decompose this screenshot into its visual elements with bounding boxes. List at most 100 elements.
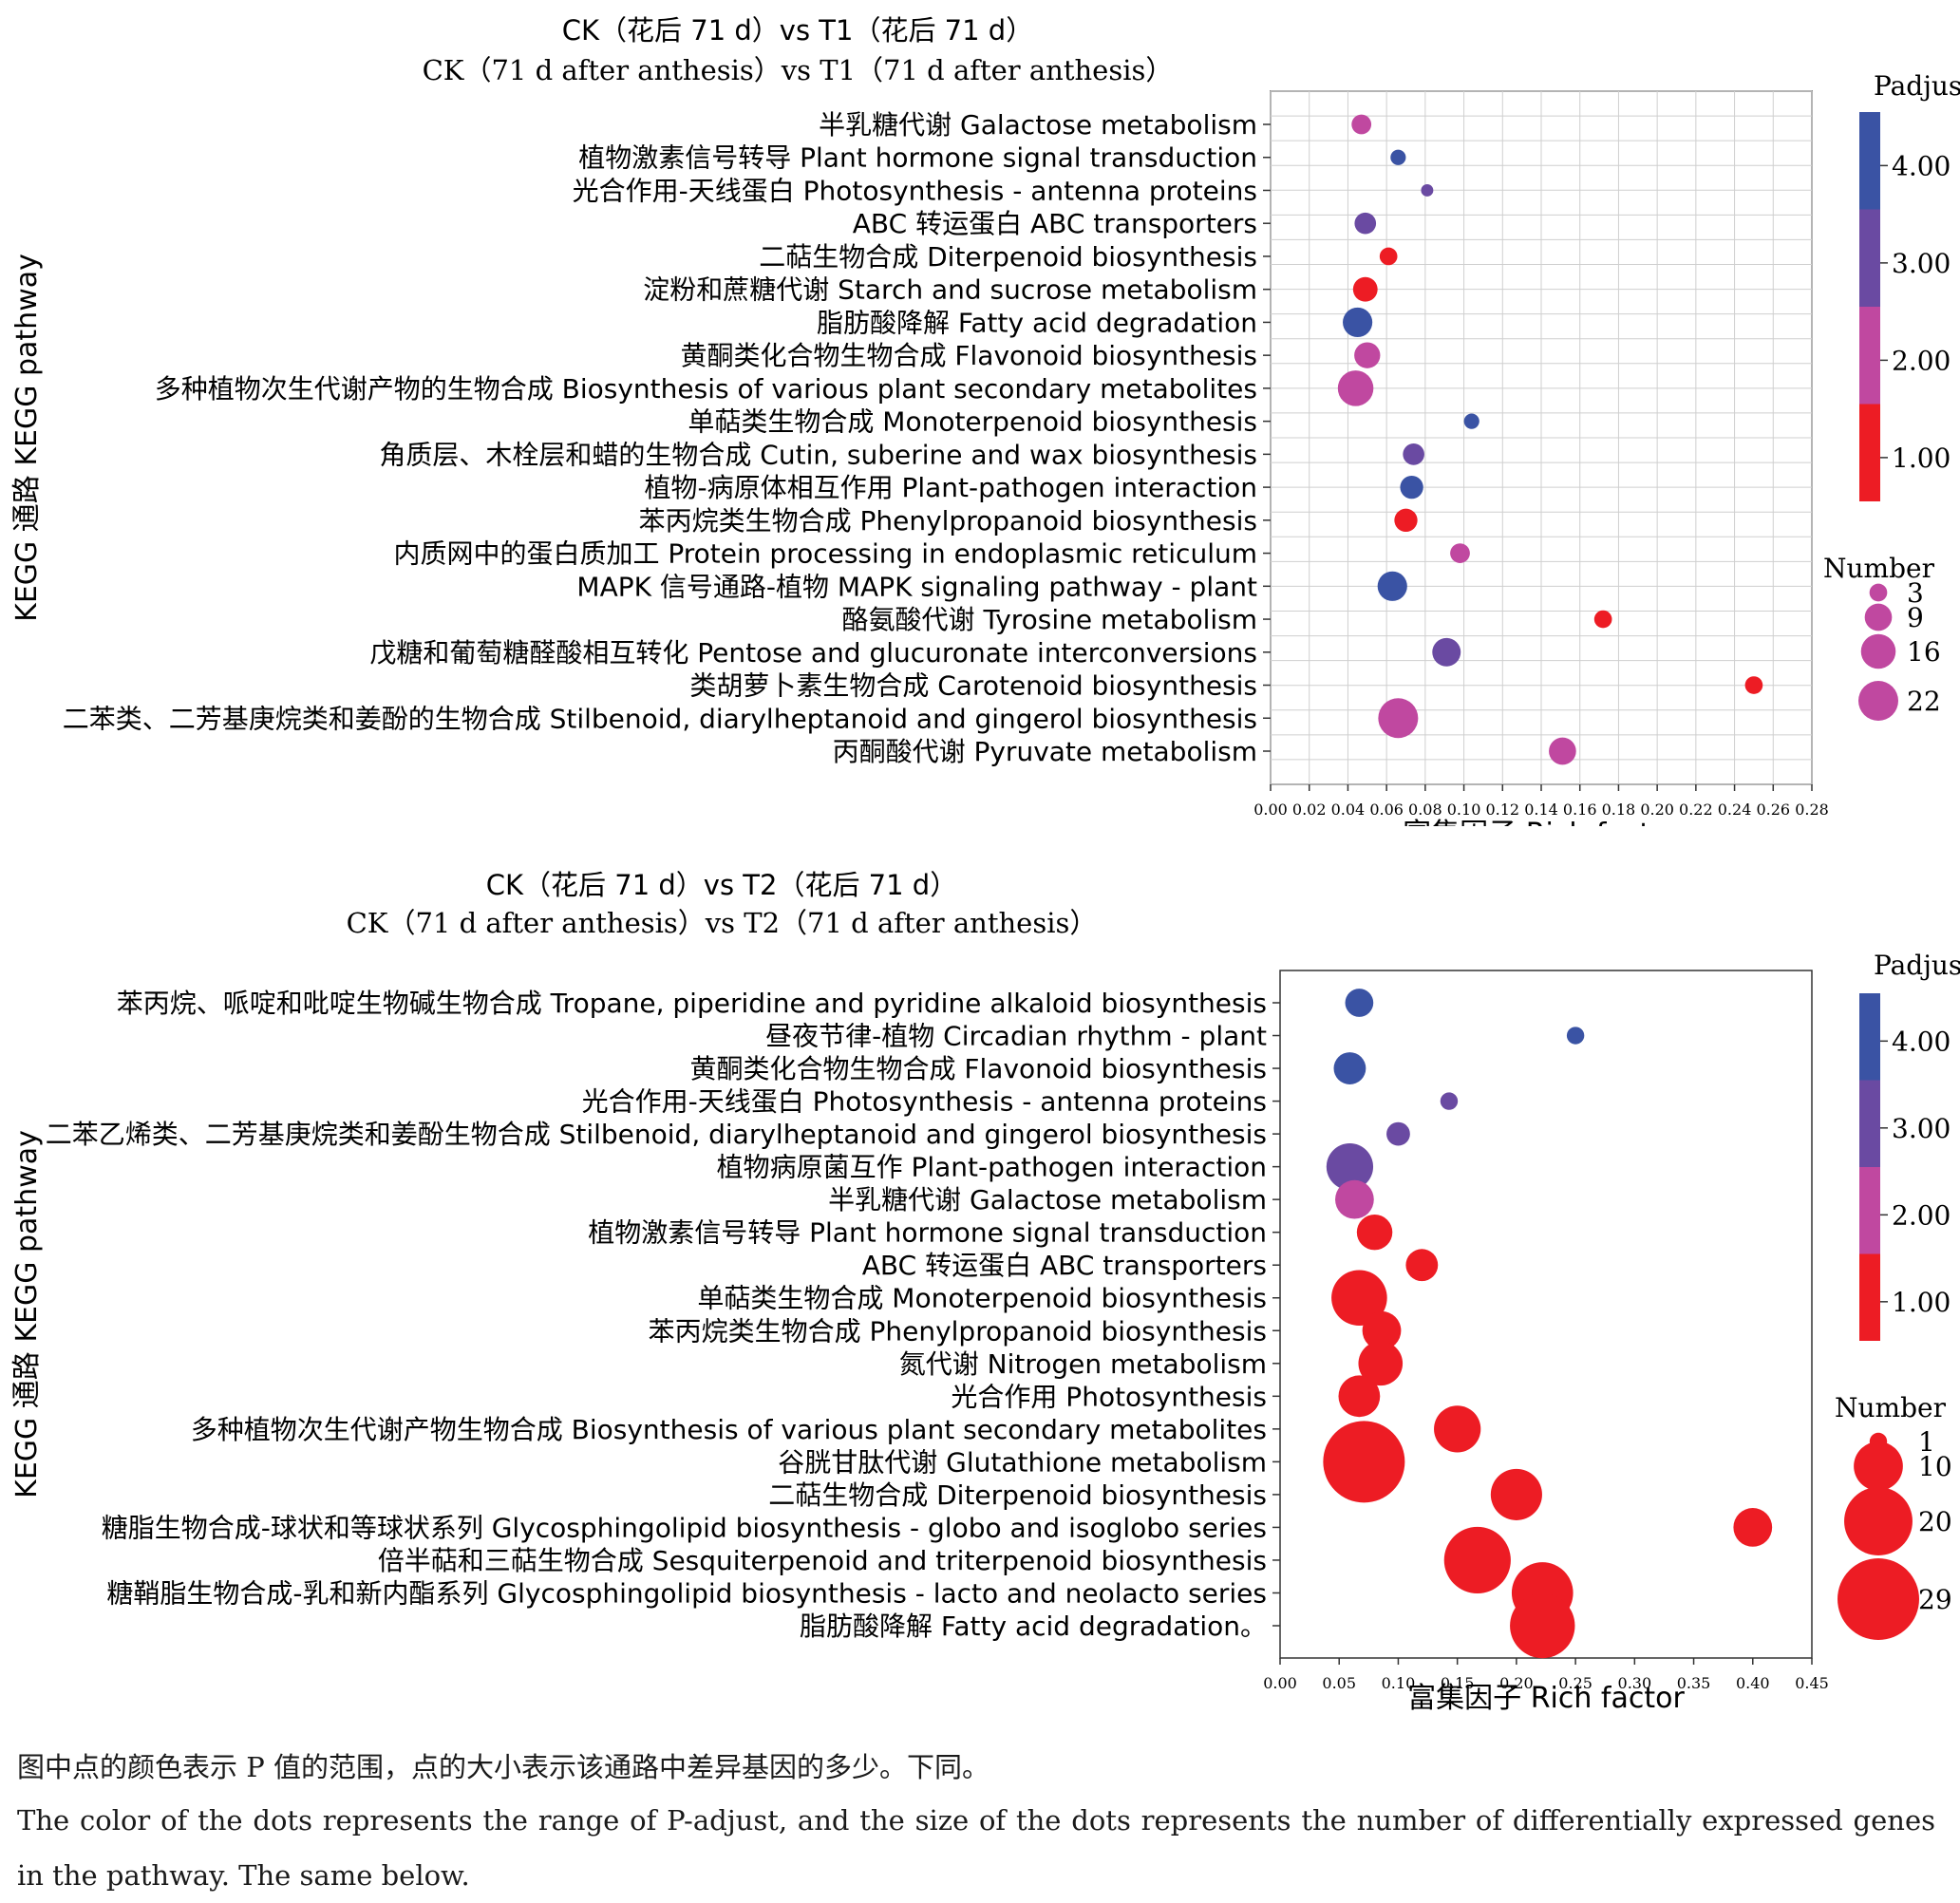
- pathway-label: 氮代谢 Nitrogen metabolism: [899, 1348, 1267, 1380]
- pathway-label: 谷胱甘肽代谢 Glutathione metabolism: [778, 1446, 1267, 1478]
- size-legend-bubble: [1864, 603, 1893, 631]
- x-tick-label: 0.02: [1292, 801, 1327, 819]
- x-tick-label: 0.00: [1253, 801, 1288, 819]
- pathway-label: 二苯乙烯类、二芳基庚烷类和姜酚生物合成 Stilbenoid, diarylhe…: [46, 1119, 1267, 1150]
- size-legend-label: 9: [1907, 602, 1924, 633]
- bubble-point: [1335, 1179, 1374, 1219]
- pathway-label: 半乳糖代谢 Galactose metabolism: [819, 109, 1257, 141]
- chart-subtitle: CK（71 d after anthesis）vs T1（71 d after …: [423, 54, 1174, 86]
- kegg-bubble-chart-t1: CK（花后 71 d）vs T1（花后 71 d） CK（71 d after a…: [0, 0, 1960, 826]
- pathway-label: 二萜生物合成 Diterpenoid biosynthesis: [759, 241, 1257, 273]
- bubble-point: [1351, 114, 1372, 135]
- pathway-label: 戊糖和葡萄糖醛酸相互转化 Pentose and glucuronate int…: [369, 637, 1257, 669]
- pathway-label: 角质层、木栓层和蜡的生物合成 Cutin, suberine and wax b…: [379, 439, 1257, 470]
- bubble-point: [1333, 1052, 1366, 1084]
- x-tick-label: 0.18: [1602, 801, 1636, 819]
- pathway-label: 昼夜节律-植物 Circadian rhythm - plant: [765, 1021, 1267, 1052]
- pathway-label: 植物-病原体相互作用 Plant-pathogen interaction: [644, 472, 1257, 503]
- pathway-label: 黄酮类化合物生物合成 Flavonoid biosynthesis: [690, 1053, 1267, 1084]
- x-tick-label: 0.05: [1322, 1674, 1356, 1692]
- pathway-label: 倍半萜和三萜生物合成 Sesquiterpenoid and triterpen…: [378, 1545, 1267, 1576]
- pathway-label: 植物激素信号转导 Plant hormone signal transducti…: [578, 142, 1257, 174]
- chart-t2-svg: CK（花后 71 d）vs T2（花后 71 d） CK（71 d after a…: [10, 869, 1960, 1715]
- size-legend-label: 20: [1918, 1506, 1952, 1537]
- x-tick-label: 0.28: [1795, 801, 1829, 819]
- size-legend-bubble: [1860, 633, 1896, 669]
- bubble-point: [1343, 307, 1373, 338]
- pathway-label: 酪氨酸代谢 Tyrosine metabolism: [842, 604, 1257, 635]
- bubble-point: [1400, 475, 1423, 499]
- x-tick-label: 0.04: [1331, 801, 1366, 819]
- bubble-point: [1432, 637, 1461, 667]
- color-legend-label: 3.00: [1892, 1113, 1951, 1144]
- pathway-label: 脂肪酸降解 Fatty acid degradation: [817, 307, 1257, 338]
- bubble-point: [1450, 543, 1470, 563]
- pathway-label: 类胡萝卜素生物合成 Carotenoid biosynthesis: [689, 670, 1257, 702]
- bubble-point: [1390, 149, 1406, 165]
- bubble-point: [1744, 676, 1763, 694]
- bubble-point: [1352, 276, 1378, 302]
- bubble-point: [1338, 1375, 1381, 1418]
- pathway-label: 丙酮酸代谢 Pyruvate metabolism: [833, 736, 1257, 767]
- pathway-label: 苯丙烷、哌啶和吡啶生物碱生物合成 Tropane, piperidine and…: [117, 988, 1267, 1019]
- pathway-label: 糖鞘脂生物合成-乳和新内酯系列 Glycosphingolipid biosyn…: [106, 1577, 1267, 1609]
- x-tick-label: 0.00: [1263, 1674, 1297, 1692]
- bubble-point: [1362, 1310, 1402, 1350]
- pathway-label: 光合作用-天线蛋白 Photosynthesis - antenna prote…: [582, 1086, 1267, 1118]
- bubble-point: [1331, 1270, 1387, 1327]
- x-axis-label: 富集因子 Rich factor: [1407, 1682, 1685, 1715]
- bubble-point: [1405, 1249, 1439, 1282]
- bubble-point: [1510, 1592, 1575, 1659]
- x-tick-label: 0.24: [1718, 801, 1752, 819]
- x-tick-label: 0.25: [1558, 1674, 1592, 1692]
- pathway-label: 脂肪酸降解 Fatty acid degradation。: [800, 1611, 1267, 1642]
- pathway-label: 内质网中的蛋白质加工 Protein processing in endopla…: [393, 538, 1257, 570]
- bubble-point: [1377, 571, 1407, 601]
- bubble-point: [1440, 1092, 1459, 1110]
- bubble-point: [1443, 1526, 1511, 1594]
- x-axis-label: 富集因子 Rich factor: [1403, 818, 1680, 826]
- bubble-point: [1345, 989, 1374, 1017]
- x-tick-label: 0.06: [1369, 801, 1404, 819]
- bubble-point: [1394, 508, 1418, 533]
- x-tick-label: 0.16: [1563, 801, 1597, 819]
- pathway-label: 黄酮类化合物生物合成 Flavonoid biosynthesis: [681, 340, 1257, 371]
- caption-english: The color of the dots represents the ran…: [17, 1804, 1935, 1892]
- chart-subtitle: CK（71 d after anthesis）vs T2（71 d after …: [347, 907, 1098, 939]
- pathway-label: 二萜生物合成 Diterpenoid biosynthesis: [768, 1479, 1267, 1511]
- bubble-point: [1358, 1341, 1404, 1386]
- size-legend-bubble: [1854, 1441, 1903, 1491]
- pathway-label: 多种植物次生代谢产物生物合成 Biosynthesis of various p…: [191, 1414, 1267, 1445]
- size-legend-title: Number: [1835, 1392, 1947, 1423]
- color-legend-segment: [1859, 993, 1880, 1081]
- color-legend-title: Padjust: [1874, 950, 1960, 981]
- caption-chinese: 图中点的颜色表示 P 值的范围，点的大小表示该通路中差异基因的多少。下同。: [17, 1751, 989, 1783]
- bubble-point: [1378, 698, 1419, 739]
- color-legend-segment: [1859, 404, 1880, 501]
- bubble-point: [1403, 443, 1424, 465]
- x-tick-label: 0.45: [1795, 1674, 1829, 1692]
- size-legend-label: 10: [1918, 1451, 1952, 1482]
- pathway-label: 二苯类、二芳基庚烷类和姜酚的生物合成 Stilbenoid, diarylhep…: [63, 703, 1257, 734]
- color-legend-label: 3.00: [1892, 248, 1951, 279]
- pathway-label: 淀粉和蔗糖代谢 Starch and sucrose metabolism: [643, 274, 1257, 306]
- bubble-point: [1549, 737, 1576, 765]
- color-legend-title: Padjust: [1874, 70, 1960, 102]
- bubble-point: [1354, 212, 1377, 235]
- size-legend-bubble: [1844, 1487, 1913, 1555]
- y-axis-label: KEGG 通路 KEGG pathway: [10, 254, 44, 622]
- color-legend-label: 4.00: [1892, 150, 1951, 181]
- x-tick-label: 0.15: [1441, 1674, 1475, 1692]
- x-tick-label: 0.10: [1382, 1674, 1416, 1692]
- bubble-point: [1733, 1508, 1773, 1547]
- size-legend-bubble: [1838, 1558, 1919, 1640]
- y-axis-label: KEGG 通路 KEGG pathway: [10, 1130, 44, 1498]
- color-legend-segment: [1859, 112, 1880, 210]
- bubble-point: [1434, 1405, 1481, 1453]
- x-tick-label: 0.22: [1679, 801, 1713, 819]
- x-tick-label: 0.12: [1485, 801, 1519, 819]
- pathway-label: 单萜类生物合成 Monoterpenoid biosynthesis: [688, 406, 1257, 438]
- bubble-point: [1463, 413, 1479, 429]
- color-legend-segment: [1859, 1167, 1880, 1254]
- color-legend-segment: [1859, 209, 1880, 307]
